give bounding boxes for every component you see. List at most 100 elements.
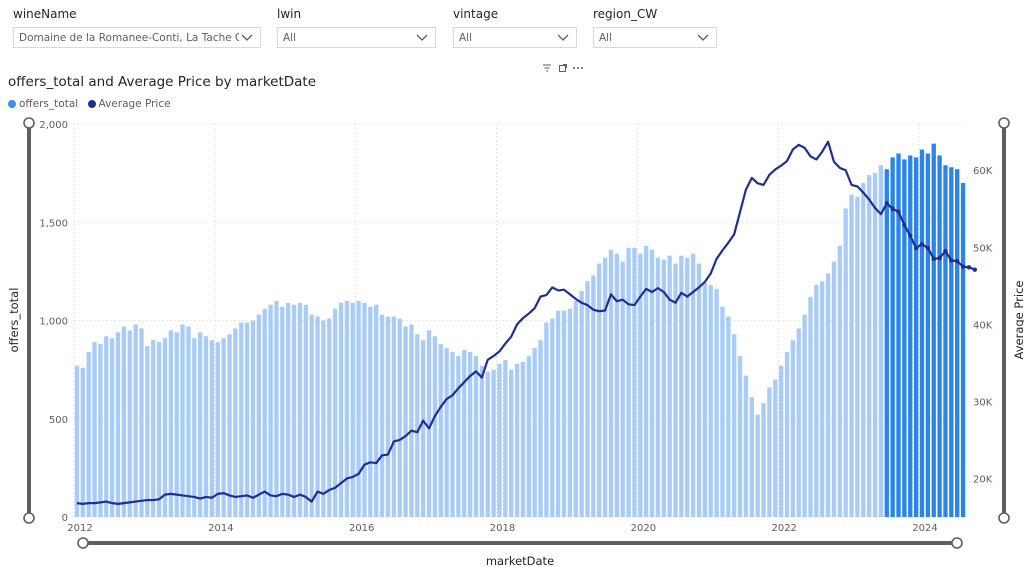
offers-total-bar[interactable]: [855, 196, 860, 517]
offers-total-bar[interactable]: [608, 249, 614, 517]
offers-total-bar[interactable]: [233, 328, 238, 517]
offers-total-bar[interactable]: [679, 255, 684, 517]
offers-total-bar[interactable]: [86, 351, 91, 517]
offers-total-bar[interactable]: [667, 255, 672, 517]
offers-total-bar[interactable]: [913, 157, 919, 517]
offers-total-bar[interactable]: [133, 324, 138, 517]
offers-total-bar[interactable]: [362, 302, 367, 517]
offers-total-bar[interactable]: [778, 365, 784, 517]
lwin-dropdown[interactable]: All: [277, 27, 436, 48]
offers-total-bar[interactable]: [937, 155, 942, 517]
average-price-point[interactable]: [937, 255, 942, 261]
offers-total-bar[interactable]: [174, 332, 179, 517]
offers-total-bar[interactable]: [638, 253, 643, 517]
offers-total-bar[interactable]: [919, 149, 925, 518]
offers-total-bar[interactable]: [421, 340, 426, 517]
offers-total-bar[interactable]: [98, 344, 103, 517]
offers-total-bar[interactable]: [338, 302, 344, 517]
offers-total-bar[interactable]: [403, 326, 408, 517]
offers-total-bar[interactable]: [732, 334, 737, 517]
offers-total-bar[interactable]: [438, 344, 443, 517]
offers-total-bar[interactable]: [215, 342, 220, 517]
vintage-dropdown[interactable]: All: [453, 27, 577, 48]
average-price-series-line[interactable]: [76, 140, 976, 505]
offers-total-bar[interactable]: [872, 173, 878, 518]
offers-total-bar[interactable]: [949, 167, 954, 518]
offers-total-bar[interactable]: [614, 253, 619, 517]
offers-total-bar[interactable]: [432, 336, 438, 517]
offers-total-bar[interactable]: [550, 318, 555, 517]
offers-total-bar[interactable]: [503, 359, 508, 517]
offers-total-bar[interactable]: [209, 340, 215, 517]
offers-total-bar[interactable]: [749, 397, 754, 517]
offers-total-bar[interactable]: [121, 326, 127, 517]
offers-total-bar[interactable]: [843, 208, 848, 518]
offers-total-bar[interactable]: [80, 367, 85, 517]
offers-total-bar[interactable]: [467, 351, 473, 517]
average-price-point[interactable]: [925, 245, 931, 251]
offers-total-bar[interactable]: [837, 245, 842, 517]
offers-total-bar[interactable]: [685, 257, 690, 517]
offers-total-bar[interactable]: [696, 263, 702, 517]
offers-total-bar[interactable]: [227, 334, 232, 517]
offers-total-bar[interactable]: [597, 263, 602, 517]
offers-total-bar[interactable]: [368, 306, 373, 517]
offers-total-bar[interactable]: [145, 346, 150, 517]
offers-total-bar[interactable]: [444, 348, 449, 517]
offers-total-bar[interactable]: [286, 302, 291, 517]
offers-total-bar[interactable]: [256, 314, 262, 517]
right-axis-zoom-slider[interactable]: [998, 117, 1010, 524]
offers-total-bar[interactable]: [814, 285, 819, 517]
offers-total-bar[interactable]: [831, 261, 837, 517]
more-options-icon[interactable]: [572, 63, 584, 73]
offers-total-bar[interactable]: [291, 304, 297, 517]
offers-total-bar[interactable]: [544, 322, 549, 517]
offers-total-bar[interactable]: [450, 351, 455, 517]
left-axis-zoom-slider[interactable]: [23, 117, 35, 524]
offers-total-bar[interactable]: [773, 379, 778, 517]
offers-total-bar[interactable]: [509, 369, 514, 518]
offers-total-bar[interactable]: [221, 338, 226, 517]
offers-total-bar[interactable]: [708, 285, 713, 517]
offers-total-bar[interactable]: [456, 355, 461, 517]
average-price-point[interactable]: [931, 256, 936, 262]
offers-total-bar[interactable]: [878, 165, 884, 517]
offers-total-bar[interactable]: [297, 302, 303, 517]
offers-total-bar[interactable]: [385, 316, 391, 517]
offers-total-bar[interactable]: [655, 257, 661, 517]
offers-total-bar[interactable]: [268, 304, 273, 517]
offers-total-bar[interactable]: [902, 159, 907, 517]
offers-total-bar[interactable]: [714, 289, 719, 517]
offers-total-bar[interactable]: [115, 332, 121, 517]
average-price-point[interactable]: [902, 222, 907, 228]
offers-total-bar[interactable]: [585, 281, 590, 517]
average-price-point[interactable]: [896, 209, 901, 215]
offers-total-bar[interactable]: [356, 300, 361, 517]
offers-total-bar[interactable]: [239, 322, 244, 517]
offers-total-bar[interactable]: [955, 169, 960, 517]
region-dropdown[interactable]: All: [593, 27, 717, 48]
slider-handle-top[interactable]: [998, 117, 1010, 129]
offers-total-bar[interactable]: [104, 336, 109, 517]
offers-total-bar[interactable]: [632, 247, 637, 518]
offers-total-bar[interactable]: [720, 306, 725, 517]
offers-total-bar[interactable]: [767, 387, 772, 517]
offers-total-bar[interactable]: [925, 153, 931, 517]
offers-total-bar[interactable]: [790, 340, 796, 517]
slider-handle-left[interactable]: [77, 537, 89, 549]
offers-total-bar[interactable]: [526, 355, 531, 517]
offers-total-bar[interactable]: [561, 310, 567, 517]
offers-total-bar[interactable]: [908, 155, 913, 517]
offers-total-bar[interactable]: [156, 342, 162, 517]
offers-total-bar[interactable]: [168, 330, 173, 517]
offers-total-bar[interactable]: [943, 165, 948, 517]
offers-total-bar[interactable]: [280, 306, 285, 517]
offers-total-bar[interactable]: [462, 349, 467, 517]
offers-total-bar[interactable]: [74, 365, 80, 517]
offers-total-bar[interactable]: [620, 261, 625, 517]
offers-total-bar[interactable]: [315, 316, 320, 517]
offers-total-bar[interactable]: [397, 318, 402, 517]
legend-item-average-price[interactable]: Average Price: [87, 98, 171, 110]
offers-total-bar[interactable]: [861, 182, 866, 517]
offers-total-bar[interactable]: [520, 361, 526, 517]
